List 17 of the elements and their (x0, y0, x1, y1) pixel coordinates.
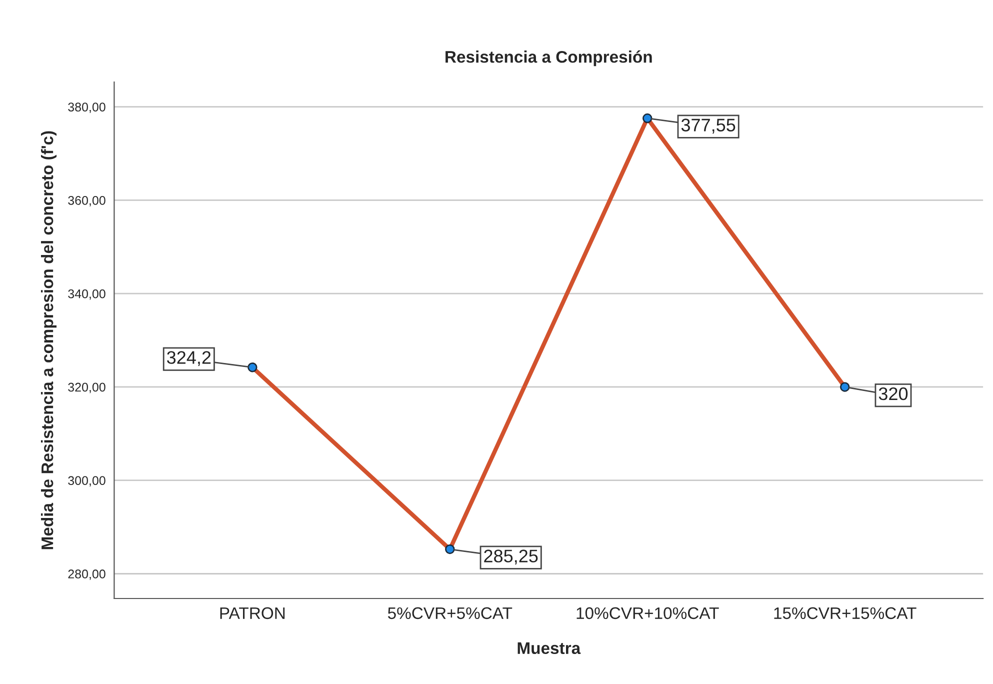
y-tick-label: 300,00 (68, 476, 106, 486)
x-tick-label: 5%CVR+5%CAT (388, 607, 512, 620)
x-tick-label: 10%CVR+10%CAT (576, 607, 719, 620)
x-tick-label: PATRON (220, 607, 285, 620)
y-tick-label: 340,00 (68, 289, 106, 300)
chart-title: Resistencia a Compresión (446, 50, 652, 66)
y-tick-label: 380,00 (68, 102, 106, 113)
y-tick-label: 320,00 (68, 382, 106, 394)
y-tick-label: 360,00 (68, 196, 106, 206)
data-label: 285,25 (484, 550, 538, 565)
x-axis-title: Muestra (518, 642, 581, 654)
data-label: 320 (878, 387, 908, 400)
x-tick-label: 15%CVR+15%CAT (774, 607, 916, 620)
data-label: 377,55 (681, 118, 736, 134)
y-axis-title: Media de Resistencia a compresion del concreto (f'c) (40, 131, 57, 550)
y-tick-label: 280,00 (68, 570, 106, 580)
data-label: 324,2 (167, 351, 211, 366)
